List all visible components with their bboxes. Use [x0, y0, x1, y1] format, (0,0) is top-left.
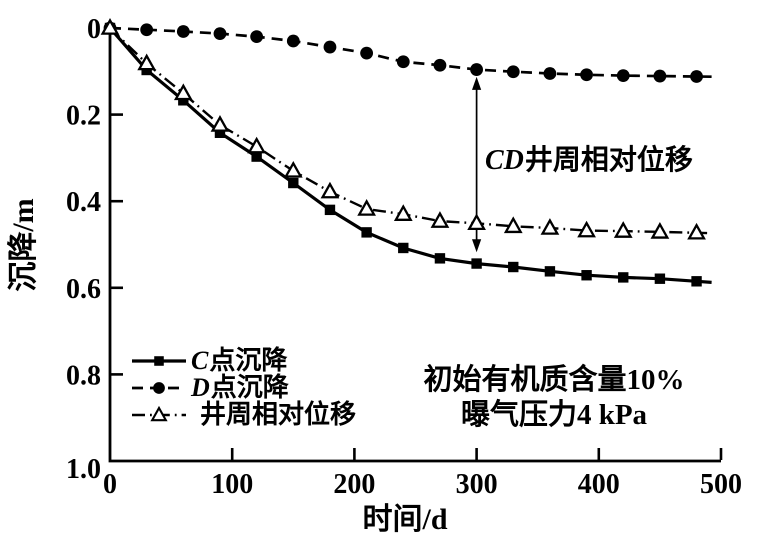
legend-label-text: 点沉降: [209, 346, 288, 375]
annotation-italic-part: CD: [485, 145, 524, 176]
x-tick-label: 500: [700, 469, 742, 500]
legend-marker: [150, 405, 168, 421]
circle-marker: [286, 34, 300, 48]
legend-sample-dashed-circle: [132, 381, 186, 394]
axes: [108, 28, 721, 463]
triangle-marker: [283, 160, 303, 178]
y-tick-label: 0.6: [66, 274, 101, 305]
legend-label: C点沉降: [191, 347, 287, 374]
square-marker: [691, 276, 702, 287]
square-marker: [618, 272, 629, 283]
triangle-marker: [430, 211, 450, 228]
triangle-marker: [613, 221, 633, 238]
legend-marker: [153, 381, 165, 394]
y-axis-title: 沉降/m: [7, 198, 40, 291]
triangle-marker: [247, 136, 267, 154]
legend-item-d-settlement: D点沉降: [131, 374, 356, 401]
triangle-marker: [577, 220, 596, 238]
x-tick-label: 400: [578, 469, 620, 500]
circle-marker: [213, 27, 227, 41]
legend-sample-solid-square: [132, 355, 186, 366]
series-1-line: [109, 26, 712, 79]
arrow-head-up: [472, 76, 482, 90]
x-tick-label: 200: [333, 469, 375, 500]
square-marker: [544, 266, 556, 277]
square-marker: [214, 127, 226, 138]
triangle-marker: [357, 199, 376, 216]
y-tick-label: 0.2: [66, 101, 101, 132]
triangle-marker: [173, 83, 193, 101]
legend-label: 井周相对位移: [199, 401, 356, 428]
legend-label-text: 井周相对位移: [200, 400, 357, 429]
y-tick-label: 0: [87, 14, 101, 45]
circle-marker: [616, 69, 630, 83]
triangle-marker: [320, 181, 340, 199]
square-marker: [398, 242, 409, 254]
circle-marker: [690, 70, 703, 83]
square-marker: [251, 151, 262, 162]
square-marker: [361, 227, 372, 238]
square-marker: [178, 95, 189, 106]
legend-marker: [154, 355, 164, 366]
y-tick-label: 0.8: [66, 360, 101, 391]
series-2: [100, 18, 712, 240]
square-marker: [471, 258, 482, 269]
circle-marker: [140, 23, 154, 37]
x-tick-label: 300: [456, 469, 498, 500]
square-marker: [434, 253, 446, 264]
condition-line-2: 曝气压力4 kPa: [460, 399, 648, 431]
circle-marker: [360, 46, 374, 60]
arrow-head-down: [472, 239, 482, 253]
legend-label-text: 点沉降: [210, 373, 289, 402]
triangle-marker: [393, 204, 413, 221]
x-tick-label: 0: [103, 469, 117, 500]
legend-item-c-settlement: C点沉降: [131, 347, 356, 374]
square-marker: [324, 204, 336, 216]
circle-marker: [176, 25, 190, 38]
circle-marker: [470, 63, 483, 76]
circle-marker: [250, 30, 264, 44]
square-marker: [654, 273, 666, 284]
triangle-marker: [150, 405, 168, 421]
x-tick-label: 100: [211, 469, 253, 500]
triangle-marker: [137, 53, 157, 71]
circle-marker: [396, 55, 410, 69]
legend-label: D点沉降: [191, 374, 289, 401]
annotation-text-part: 井周相对位移: [524, 145, 693, 176]
y-tick-label: 1.0: [66, 454, 101, 485]
series-2-line: [109, 27, 712, 235]
legend-sample-dashdot-triangle: [132, 405, 186, 421]
circle-marker: [323, 40, 337, 54]
triangle-marker: [687, 222, 706, 240]
triangle-marker: [540, 218, 560, 235]
triangle-marker: [503, 216, 523, 234]
legend-label-italic: D: [191, 373, 210, 402]
condition-note: 初始有机质含量10% 曝气压力4 kPa: [404, 363, 704, 433]
circle-marker: [506, 65, 520, 79]
legend-label-italic: C: [191, 346, 209, 375]
square-marker: [288, 177, 299, 189]
square-marker: [508, 261, 519, 273]
y-tick-label: 0.4: [66, 187, 101, 218]
arrow-annotation-label: CD井周相对位移: [485, 138, 693, 178]
triangle-marker: [100, 18, 120, 35]
legend-item-well-displacement: 井周相对位移: [131, 401, 356, 428]
condition-line-1: 初始有机质含量10%: [423, 364, 685, 396]
legend: C点沉降 D点沉降 井周相对位移: [131, 347, 356, 428]
circle-marker: [433, 58, 447, 72]
square-marker: [581, 270, 592, 281]
circle-marker: [153, 381, 165, 394]
circle-marker: [580, 68, 593, 82]
circle-marker: [543, 67, 557, 80]
square-marker: [154, 355, 164, 366]
triangle-marker: [650, 221, 670, 239]
circle-marker: [653, 69, 667, 83]
x-axis-title: 时间/d: [362, 503, 447, 536]
series-1: [103, 21, 712, 83]
triangle-marker: [210, 115, 230, 132]
triangle-marker: [467, 213, 486, 231]
